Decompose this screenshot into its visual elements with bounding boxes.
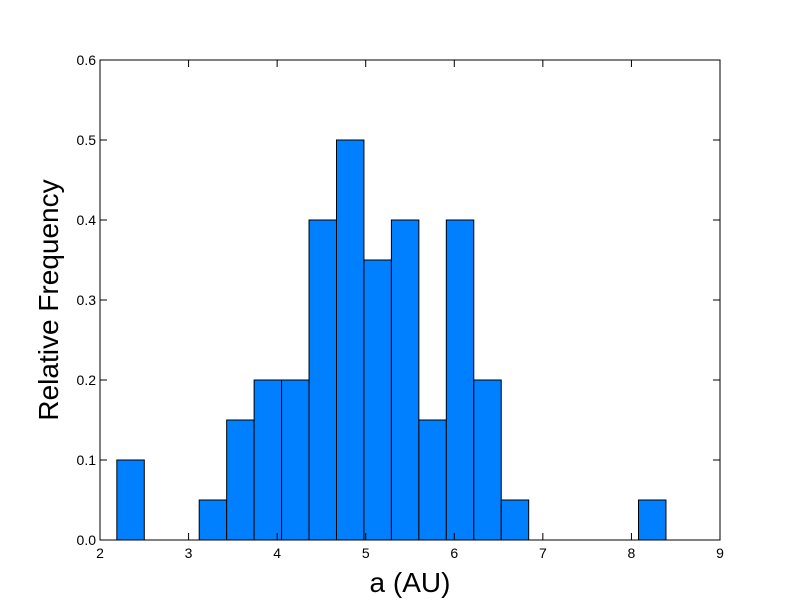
histogram-bar-19 [638, 499, 667, 541]
y-axis-ticks: 0.0 0.1 0.2 0.3 0.4 0.5 0.6 [77, 52, 720, 548]
y-tick-label: 0.5 [77, 132, 97, 148]
x-axis-ticks: 2 3 4 5 6 7 8 9 [96, 60, 724, 561]
x-tick-label: 7 [539, 545, 547, 561]
histogram-bar-11 [418, 419, 447, 541]
y-tick-label: 0.4 [77, 212, 97, 228]
x-tick-label: 9 [716, 545, 724, 561]
x-tick-label: 4 [273, 545, 281, 561]
y-tick-label: 0.6 [77, 52, 97, 68]
histogram-bar-7 [308, 219, 337, 541]
bars-group [116, 139, 667, 541]
histogram-bar-5 [253, 379, 283, 541]
histogram-bar-13 [473, 379, 502, 541]
y-tick-label: 0.2 [77, 372, 97, 388]
histogram-bar-9 [363, 259, 392, 541]
histogram-bar-3 [198, 499, 228, 541]
y-tick-label: 0.3 [77, 292, 97, 308]
x-tick-label: 8 [628, 545, 636, 561]
histogram-bar-6 [281, 379, 310, 541]
x-tick-label: 5 [362, 545, 370, 561]
x-tick-label: 2 [96, 545, 104, 561]
x-tick-label: 3 [185, 545, 193, 561]
histogram-bar-8 [335, 139, 365, 541]
histogram-bar-10 [390, 219, 420, 541]
histogram-bar-14 [500, 499, 530, 541]
histogram-bar-12 [445, 219, 475, 541]
x-tick-label: 6 [450, 545, 458, 561]
y-axis-label: Relative Frequency [33, 179, 64, 420]
y-tick-label: 0.0 [77, 532, 97, 548]
histogram-bar-0 [116, 459, 145, 541]
x-axis-label: a (AU) [370, 567, 451, 598]
histogram-bar-4 [226, 419, 255, 541]
y-tick-label: 0.1 [77, 452, 97, 468]
